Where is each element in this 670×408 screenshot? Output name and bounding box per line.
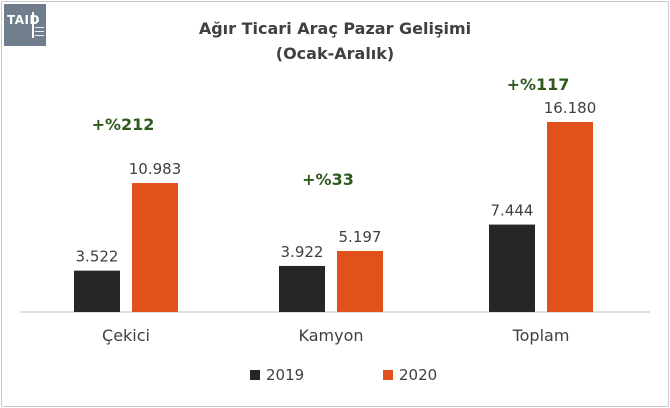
legend-item-2020: 2020 xyxy=(383,366,437,384)
logo-tagline-line xyxy=(35,27,44,28)
bar-2020-1 xyxy=(337,250,383,312)
data-label-2019-0: 3.522 xyxy=(76,248,119,266)
change-annotation-2: +%117 xyxy=(507,75,570,94)
taid-logo: TAID xyxy=(4,4,46,46)
legend-label-2020: 2020 xyxy=(399,366,438,384)
logo-tagline-line xyxy=(35,31,44,32)
bar-2020-0 xyxy=(132,183,178,312)
logo-divider xyxy=(32,12,34,38)
legend-swatch-2020 xyxy=(383,370,393,380)
data-label-2020-2: 16.180 xyxy=(544,99,597,117)
bar-2019-2 xyxy=(489,224,535,312)
data-label-2019-2: 7.444 xyxy=(491,202,534,220)
data-label-2020-0: 10.983 xyxy=(129,160,182,178)
x-tick-label-1: Kamyon xyxy=(299,326,364,345)
legend-item-2019: 2019 xyxy=(250,366,304,384)
data-label-2019-1: 3.922 xyxy=(281,243,324,261)
chart-title: Ağır Ticari Araç Pazar Gelişimi xyxy=(198,19,472,38)
chart-subtitle: (Ocak-Aralık) xyxy=(275,44,395,63)
x-tick-label-0: Çekici xyxy=(102,326,150,345)
logo-text: TAID xyxy=(7,13,40,27)
bar-2019-1 xyxy=(279,265,325,312)
data-label-2020-1: 5.197 xyxy=(339,228,382,246)
legend-swatch-2019 xyxy=(250,370,260,380)
change-annotation-0: +%212 xyxy=(92,115,155,134)
bar-2020-2 xyxy=(547,122,593,312)
bar-2019-0 xyxy=(74,270,120,312)
logo-tagline-line xyxy=(35,35,44,36)
change-annotation-1: +%33 xyxy=(302,170,354,189)
legend-label-2019: 2019 xyxy=(266,366,305,384)
x-tick-label-2: Toplam xyxy=(512,326,570,345)
